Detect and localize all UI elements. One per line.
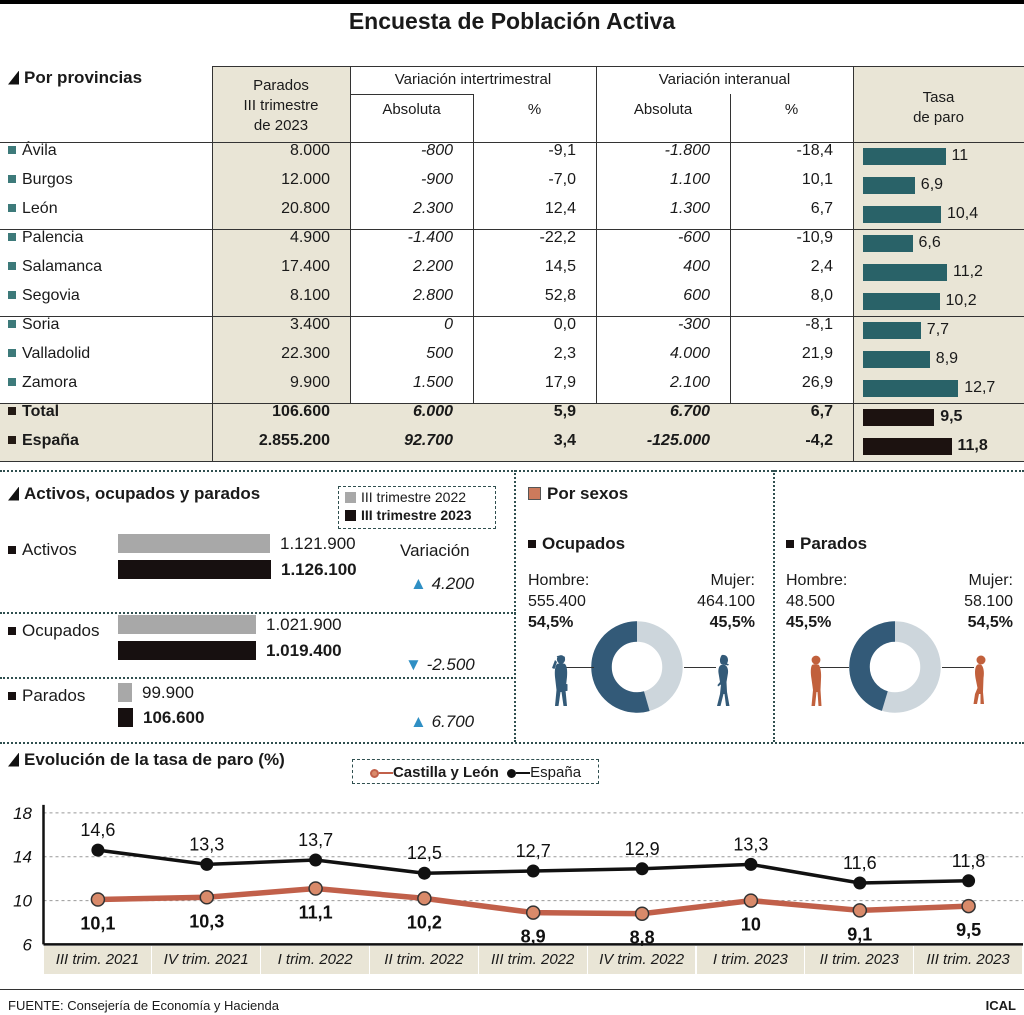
svg-text:10,2: 10,2 xyxy=(407,912,442,932)
svg-text:12,5: 12,5 xyxy=(407,843,442,863)
svg-text:10,3: 10,3 xyxy=(189,911,224,931)
svg-text:12,9: 12,9 xyxy=(625,839,660,859)
svg-text:9,5: 9,5 xyxy=(956,920,981,940)
svg-text:10,1: 10,1 xyxy=(80,914,115,934)
svg-text:8,9: 8,9 xyxy=(521,927,546,947)
svg-text:12,7: 12,7 xyxy=(516,841,551,861)
svg-text:18: 18 xyxy=(13,804,32,823)
svg-text:10: 10 xyxy=(13,892,32,911)
svg-text:14: 14 xyxy=(13,848,32,867)
svg-text:13,3: 13,3 xyxy=(733,834,768,854)
svg-text:13,7: 13,7 xyxy=(298,830,333,850)
svg-text:14,6: 14,6 xyxy=(80,820,115,840)
svg-text:10: 10 xyxy=(741,915,761,935)
svg-text:6: 6 xyxy=(23,935,33,954)
svg-text:11,1: 11,1 xyxy=(299,903,333,923)
svg-text:13,3: 13,3 xyxy=(189,834,224,854)
svg-text:11,6: 11,6 xyxy=(843,853,877,873)
svg-text:11,8: 11,8 xyxy=(952,851,986,871)
svg-text:9,1: 9,1 xyxy=(847,924,872,944)
svg-text:8,8: 8,8 xyxy=(630,928,655,948)
